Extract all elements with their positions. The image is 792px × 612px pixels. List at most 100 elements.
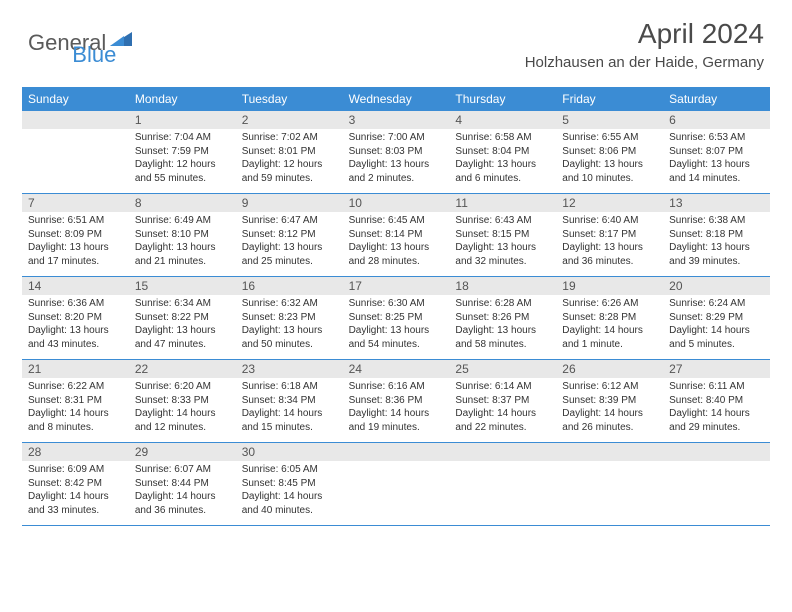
day-daylight2: and 19 minutes. (349, 421, 444, 435)
weekday-header: Wednesday (343, 87, 450, 111)
day-sunset: Sunset: 8:23 PM (242, 311, 337, 325)
day-cell: 15Sunrise: 6:34 AMSunset: 8:22 PMDayligh… (129, 277, 236, 359)
day-details: Sunrise: 6:34 AMSunset: 8:22 PMDaylight:… (129, 295, 236, 355)
day-daylight1: Daylight: 13 hours (242, 324, 337, 338)
day-sunset: Sunset: 8:39 PM (562, 394, 657, 408)
day-details: Sunrise: 7:02 AMSunset: 8:01 PMDaylight:… (236, 129, 343, 189)
day-number: 11 (449, 194, 556, 212)
day-daylight2: and 21 minutes. (135, 255, 230, 269)
week-row: 14Sunrise: 6:36 AMSunset: 8:20 PMDayligh… (22, 277, 770, 360)
day-daylight1: Daylight: 13 hours (455, 324, 550, 338)
day-number: 23 (236, 360, 343, 378)
calendar: Sunday Monday Tuesday Wednesday Thursday… (22, 87, 770, 526)
day-details: Sunrise: 6:45 AMSunset: 8:14 PMDaylight:… (343, 212, 450, 272)
day-daylight1: Daylight: 14 hours (28, 407, 123, 421)
day-number: 24 (343, 360, 450, 378)
day-daylight1: Daylight: 13 hours (455, 158, 550, 172)
day-daylight1: Daylight: 14 hours (28, 490, 123, 504)
day-number: 16 (236, 277, 343, 295)
day-sunrise: Sunrise: 6:30 AM (349, 297, 444, 311)
day-daylight2: and 14 minutes. (669, 172, 764, 186)
day-number: 21 (22, 360, 129, 378)
day-cell: 28Sunrise: 6:09 AMSunset: 8:42 PMDayligh… (22, 443, 129, 525)
day-daylight1: Daylight: 13 hours (349, 241, 444, 255)
day-sunset: Sunset: 8:45 PM (242, 477, 337, 491)
day-daylight2: and 36 minutes. (562, 255, 657, 269)
day-daylight1: Daylight: 13 hours (28, 241, 123, 255)
day-sunset: Sunset: 8:14 PM (349, 228, 444, 242)
day-daylight2: and 59 minutes. (242, 172, 337, 186)
day-details: Sunrise: 7:04 AMSunset: 7:59 PMDaylight:… (129, 129, 236, 189)
day-cell: 3Sunrise: 7:00 AMSunset: 8:03 PMDaylight… (343, 111, 450, 193)
day-sunrise: Sunrise: 6:09 AM (28, 463, 123, 477)
day-sunrise: Sunrise: 6:36 AM (28, 297, 123, 311)
day-daylight2: and 32 minutes. (455, 255, 550, 269)
day-number (449, 443, 556, 461)
weekday-header: Saturday (663, 87, 770, 111)
day-details: Sunrise: 6:38 AMSunset: 8:18 PMDaylight:… (663, 212, 770, 272)
day-sunset: Sunset: 8:36 PM (349, 394, 444, 408)
day-cell: 18Sunrise: 6:28 AMSunset: 8:26 PMDayligh… (449, 277, 556, 359)
day-details: Sunrise: 6:55 AMSunset: 8:06 PMDaylight:… (556, 129, 663, 189)
day-sunrise: Sunrise: 6:58 AM (455, 131, 550, 145)
day-sunset: Sunset: 8:22 PM (135, 311, 230, 325)
day-sunset: Sunset: 8:07 PM (669, 145, 764, 159)
day-daylight1: Daylight: 14 hours (242, 407, 337, 421)
day-sunrise: Sunrise: 6:53 AM (669, 131, 764, 145)
day-daylight1: Daylight: 12 hours (242, 158, 337, 172)
day-daylight1: Daylight: 14 hours (562, 407, 657, 421)
day-daylight2: and 2 minutes. (349, 172, 444, 186)
day-cell: 26Sunrise: 6:12 AMSunset: 8:39 PMDayligh… (556, 360, 663, 442)
day-number: 1 (129, 111, 236, 129)
day-sunrise: Sunrise: 6:40 AM (562, 214, 657, 228)
day-sunrise: Sunrise: 6:28 AM (455, 297, 550, 311)
day-daylight2: and 29 minutes. (669, 421, 764, 435)
day-sunrise: Sunrise: 6:38 AM (669, 214, 764, 228)
week-row: 1Sunrise: 7:04 AMSunset: 7:59 PMDaylight… (22, 111, 770, 194)
day-cell: 19Sunrise: 6:26 AMSunset: 8:28 PMDayligh… (556, 277, 663, 359)
day-sunset: Sunset: 8:10 PM (135, 228, 230, 242)
header: General Blue April 2024 Holzhausen an de… (0, 0, 792, 77)
day-details: Sunrise: 6:22 AMSunset: 8:31 PMDaylight:… (22, 378, 129, 438)
day-details: Sunrise: 6:47 AMSunset: 8:12 PMDaylight:… (236, 212, 343, 272)
weekday-header: Tuesday (236, 87, 343, 111)
day-sunrise: Sunrise: 6:32 AM (242, 297, 337, 311)
day-details: Sunrise: 6:36 AMSunset: 8:20 PMDaylight:… (22, 295, 129, 355)
day-number: 5 (556, 111, 663, 129)
day-number: 29 (129, 443, 236, 461)
day-number: 4 (449, 111, 556, 129)
day-sunset: Sunset: 8:18 PM (669, 228, 764, 242)
day-daylight2: and 5 minutes. (669, 338, 764, 352)
day-sunset: Sunset: 8:01 PM (242, 145, 337, 159)
day-number: 25 (449, 360, 556, 378)
day-details: Sunrise: 6:49 AMSunset: 8:10 PMDaylight:… (129, 212, 236, 272)
day-sunrise: Sunrise: 7:04 AM (135, 131, 230, 145)
day-sunset: Sunset: 8:06 PM (562, 145, 657, 159)
weekday-header-row: Sunday Monday Tuesday Wednesday Thursday… (22, 87, 770, 111)
day-daylight2: and 43 minutes. (28, 338, 123, 352)
day-sunset: Sunset: 8:26 PM (455, 311, 550, 325)
day-sunrise: Sunrise: 6:12 AM (562, 380, 657, 394)
day-cell (556, 443, 663, 525)
day-daylight2: and 58 minutes. (455, 338, 550, 352)
day-daylight2: and 12 minutes. (135, 421, 230, 435)
day-daylight2: and 26 minutes. (562, 421, 657, 435)
day-sunrise: Sunrise: 7:00 AM (349, 131, 444, 145)
day-number: 14 (22, 277, 129, 295)
day-sunrise: Sunrise: 6:18 AM (242, 380, 337, 394)
day-daylight1: Daylight: 14 hours (135, 490, 230, 504)
weekday-header: Monday (129, 87, 236, 111)
day-cell: 7Sunrise: 6:51 AMSunset: 8:09 PMDaylight… (22, 194, 129, 276)
day-cell (449, 443, 556, 525)
day-sunset: Sunset: 8:12 PM (242, 228, 337, 242)
day-sunrise: Sunrise: 6:24 AM (669, 297, 764, 311)
day-daylight1: Daylight: 14 hours (669, 407, 764, 421)
location-text: Holzhausen an der Haide, Germany (525, 54, 764, 71)
day-daylight2: and 28 minutes. (349, 255, 444, 269)
day-number: 28 (22, 443, 129, 461)
day-sunset: Sunset: 8:25 PM (349, 311, 444, 325)
day-number (343, 443, 450, 461)
day-number: 8 (129, 194, 236, 212)
day-cell: 23Sunrise: 6:18 AMSunset: 8:34 PMDayligh… (236, 360, 343, 442)
day-cell: 1Sunrise: 7:04 AMSunset: 7:59 PMDaylight… (129, 111, 236, 193)
